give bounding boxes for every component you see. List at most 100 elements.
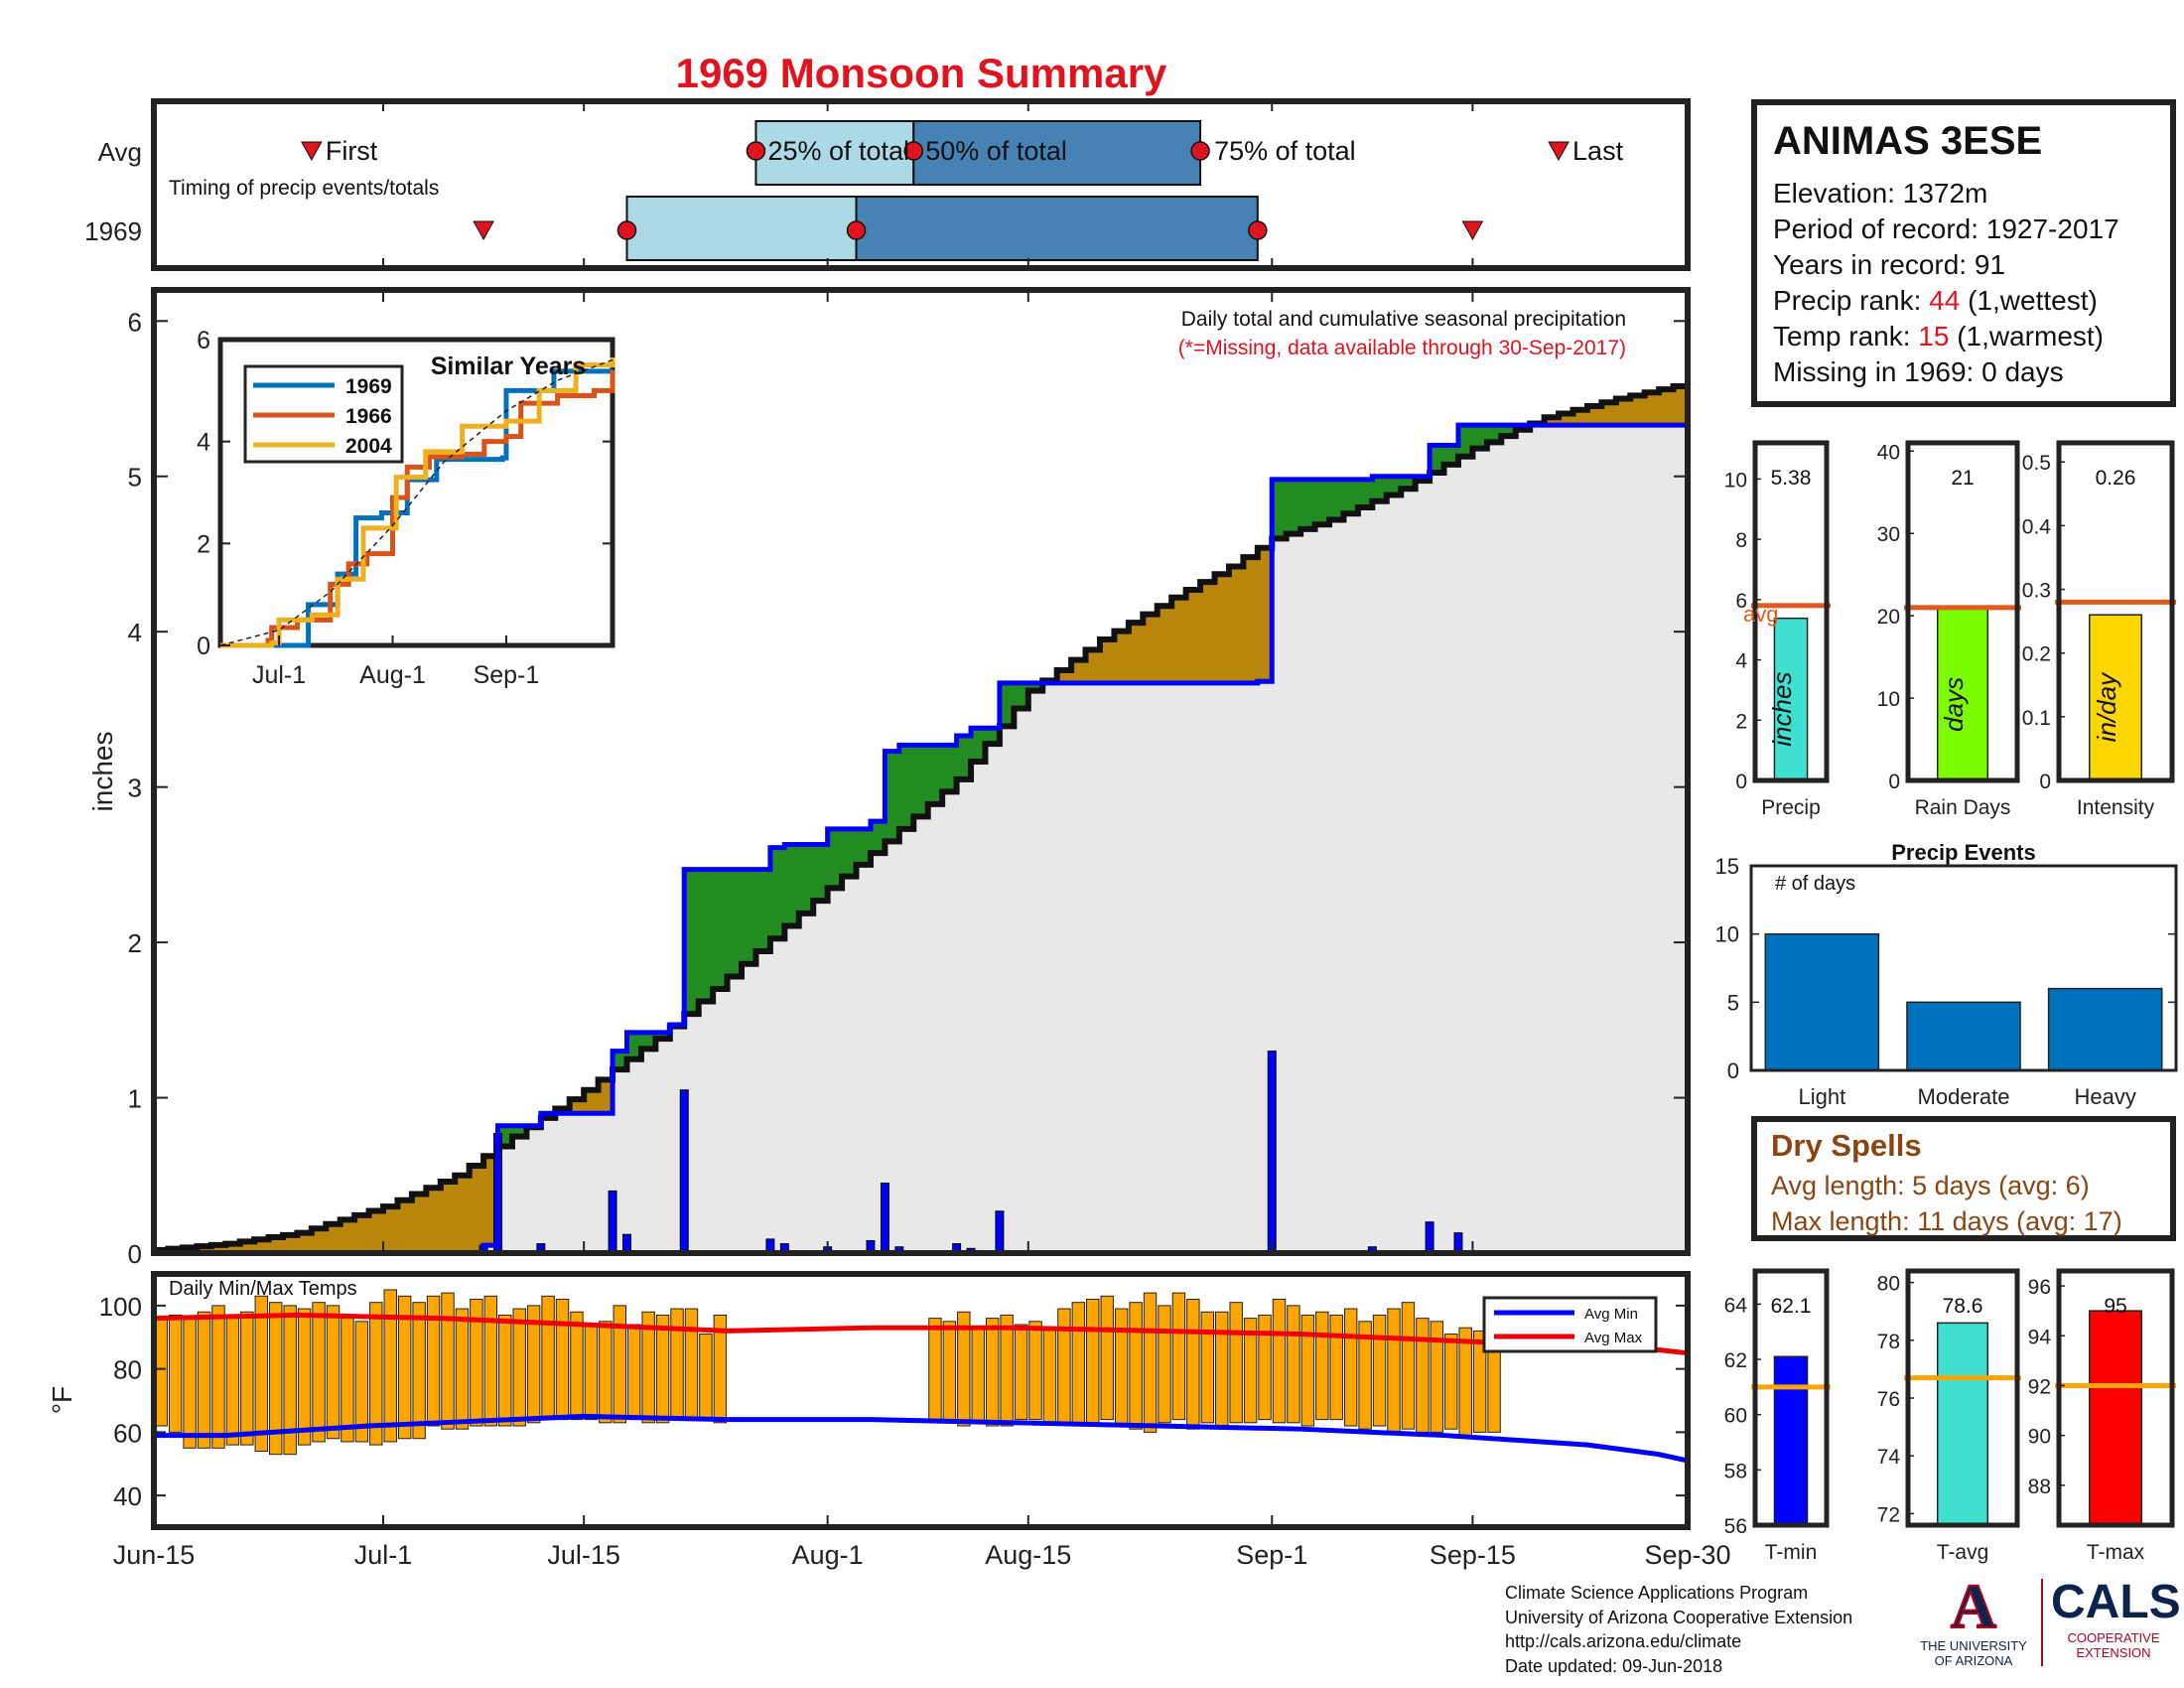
daily-temp-bar bbox=[312, 1302, 326, 1443]
daily-temp-bar bbox=[455, 1308, 470, 1430]
intensity-y-tick-label: 0.3 bbox=[2022, 580, 2051, 603]
below-avg-area bbox=[1214, 574, 1230, 683]
intensity-y-tick-label: 0.5 bbox=[2022, 452, 2051, 475]
t_min-value-label: 62.1 bbox=[1771, 1295, 1812, 1318]
daily-temp-bar bbox=[1129, 1302, 1143, 1430]
below-avg-area bbox=[282, 1234, 298, 1253]
events-y-tick-label: 5 bbox=[1727, 990, 1739, 1015]
daily-temp-bar bbox=[1472, 1330, 1487, 1433]
timing-first-last-marker bbox=[1548, 141, 1570, 162]
above-avg-area bbox=[626, 1032, 642, 1059]
main-chart-title: Daily total and cumulative seasonal prec… bbox=[1181, 308, 1626, 331]
below-avg-area bbox=[411, 1194, 427, 1253]
temps-y-tick-label: 80 bbox=[113, 1355, 142, 1385]
above-avg-area bbox=[613, 1051, 628, 1070]
rain_days-y-tick-label: 0 bbox=[1888, 771, 1900, 793]
inset-x-tick-label: Sep-1 bbox=[474, 661, 540, 689]
above-avg-area bbox=[1027, 682, 1043, 691]
inset-series-2004 bbox=[220, 356, 615, 648]
daily-temp-bar bbox=[526, 1305, 541, 1424]
temps-x-tick-label: Sep-30 bbox=[1644, 1540, 1730, 1570]
daily-temp-bar bbox=[1000, 1314, 1014, 1427]
timing-first-last-marker bbox=[1461, 220, 1484, 241]
temps-legend-label-min: Avg Min bbox=[1584, 1306, 1638, 1323]
precip_total-y-tick-label: 6 bbox=[1735, 590, 1747, 613]
precip_total-y-tick-label: 4 bbox=[1735, 650, 1747, 673]
logos: A THE UNIVERSITY OF ARIZONA CALS COOPERA… bbox=[1914, 1571, 2180, 1674]
temps-x-tick-label: Sep-15 bbox=[1430, 1540, 1516, 1570]
below-avg-area bbox=[1257, 547, 1273, 682]
above-avg-area bbox=[1501, 425, 1517, 437]
daily-temp-bar bbox=[555, 1299, 570, 1421]
below-avg-area bbox=[1228, 566, 1244, 683]
daily-temp-bar bbox=[1372, 1314, 1387, 1427]
timing-first-label: First bbox=[326, 136, 378, 166]
below-avg-area bbox=[1630, 395, 1646, 426]
below-avg-area bbox=[210, 1244, 226, 1253]
intensity-value-label: 0.26 bbox=[2096, 467, 2136, 490]
events-ylabel: # of days bbox=[1775, 873, 1855, 895]
events-category-label: Moderate bbox=[1918, 1084, 2010, 1109]
precip_total-value-label: 5.38 bbox=[1771, 467, 1812, 490]
below-avg-area bbox=[1200, 582, 1216, 683]
elevation: Elevation: 1372m bbox=[1773, 178, 1988, 209]
credits-line-1: Climate Science Applications Program bbox=[1505, 1583, 1809, 1603]
inset-y-tick-label: 0 bbox=[197, 633, 210, 660]
daily-temp-bar bbox=[369, 1302, 383, 1446]
above-avg-area bbox=[842, 828, 858, 877]
timing-panel: Avg 1969 Timing of precip events/totals Fir… bbox=[84, 98, 1691, 271]
precip-rank-value: 44 bbox=[1929, 285, 1961, 316]
daily-temp-bar bbox=[699, 1334, 713, 1421]
daily-temp-bar bbox=[1086, 1299, 1100, 1424]
daily-temp-bar bbox=[254, 1295, 269, 1452]
t_max-y-tick-label: 94 bbox=[2028, 1326, 2052, 1348]
below-avg-area bbox=[426, 1188, 442, 1253]
above-avg-area bbox=[1272, 479, 1288, 539]
ua-logo-letter: A bbox=[1950, 1571, 1997, 1641]
above-avg-area bbox=[1472, 425, 1488, 449]
dry-spells-avg: Avg length: 5 days (avg: 6) bbox=[1771, 1171, 2090, 1200]
below-avg-area bbox=[598, 1079, 614, 1114]
timing-quantile-marker bbox=[616, 220, 637, 240]
t_avg-y-tick-label: 78 bbox=[1877, 1331, 1900, 1353]
t_avg-y-tick-label: 80 bbox=[1877, 1273, 1900, 1296]
above-avg-area bbox=[1014, 682, 1029, 709]
daily-temp-bar bbox=[1343, 1308, 1358, 1427]
above-avg-area bbox=[1329, 479, 1345, 520]
above-avg-area bbox=[927, 745, 943, 804]
missing-days: Missing in 1969: 0 days bbox=[1773, 356, 2064, 387]
daily-temp-bar bbox=[168, 1314, 183, 1433]
daily-temp-bar bbox=[1243, 1318, 1258, 1424]
inset-title: Similar Years bbox=[431, 352, 587, 380]
daily-temp-bar bbox=[957, 1311, 971, 1427]
daily-temp-bar bbox=[397, 1295, 412, 1440]
daily-temp-bar bbox=[684, 1308, 699, 1421]
similar-years-inset: 0 2 4 6 Jul-1 Aug-1 Sep-1 Similar Years 1969 1966… bbox=[197, 327, 615, 689]
main-y-tick-label: 6 bbox=[128, 307, 142, 337]
daily-temp-bar bbox=[599, 1321, 613, 1424]
t_avg-y-tick-label: 76 bbox=[1877, 1388, 1900, 1411]
above-avg-area bbox=[769, 847, 785, 939]
timing-quantile-marker bbox=[903, 141, 924, 161]
below-avg-area bbox=[455, 1175, 471, 1253]
daily-temp-bar bbox=[341, 1318, 354, 1443]
above-avg-area bbox=[742, 869, 757, 964]
daily-precip-bar bbox=[1267, 1051, 1277, 1254]
daily-temp-bar bbox=[1042, 1327, 1057, 1424]
temps-y-tick-label: 100 bbox=[99, 1292, 142, 1322]
above-avg-area bbox=[655, 1032, 671, 1040]
temps-y-tick-label: 40 bbox=[113, 1481, 142, 1511]
below-avg-area bbox=[1601, 402, 1617, 426]
t_max-y-tick-label: 88 bbox=[2028, 1476, 2051, 1498]
above-avg-area bbox=[956, 736, 972, 779]
main-y-tick-label: 3 bbox=[128, 774, 142, 803]
ua-logo-line-2: OF ARIZONA bbox=[1934, 1653, 2013, 1668]
timing-first-last-marker bbox=[473, 220, 494, 241]
below-avg-area bbox=[326, 1223, 341, 1253]
below-avg-area bbox=[1544, 417, 1560, 426]
daily-temp-bar bbox=[1444, 1334, 1458, 1430]
daily-temp-bar bbox=[928, 1318, 942, 1424]
daily-temp-bar bbox=[483, 1295, 498, 1427]
daily-temp-bar bbox=[426, 1295, 441, 1427]
